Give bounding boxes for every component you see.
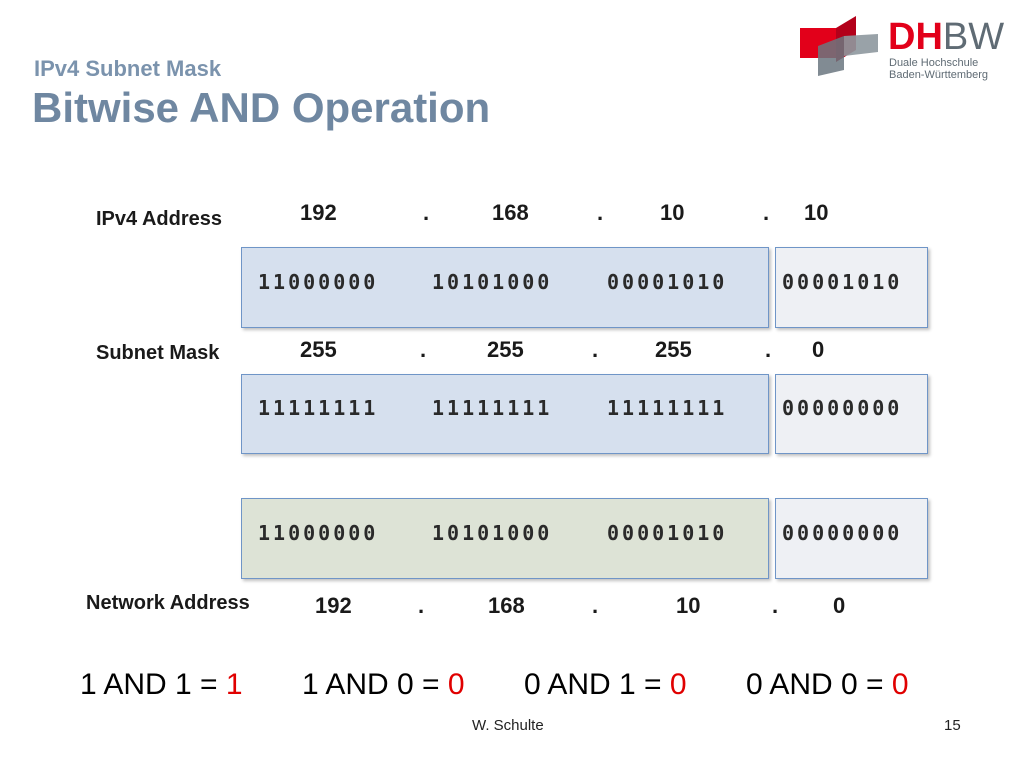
- rule-1-expr: 1 AND 1 =: [80, 668, 226, 701]
- logo-line-2: Baden-Württemberg: [889, 69, 989, 81]
- rule-3-expr: 0 AND 1 =: [524, 668, 670, 701]
- mask-octet-3: 255: [655, 337, 692, 362]
- network-octet-1: 192: [315, 593, 352, 618]
- network-binary-1: 11000000: [258, 521, 379, 545]
- rule-4-expr: 0 AND 0 =: [746, 668, 892, 701]
- ipv4-host-bits-box: [775, 247, 928, 328]
- ipv4-dot-3: .: [763, 200, 770, 225]
- mask-dot-2: .: [592, 337, 599, 362]
- slide-subtitle: IPv4 Subnet Mask: [34, 56, 222, 81]
- mask-host-bits-box: [775, 374, 928, 454]
- logo-dh: DH: [888, 16, 943, 58]
- ipv4-octet-4: 10: [804, 200, 829, 225]
- rule-0-and-0: 0 AND 0 = 0: [746, 668, 909, 702]
- rule-1-and-0: 1 AND 0 = 0: [302, 668, 465, 702]
- subnet-mask-label: Subnet Mask: [96, 342, 220, 364]
- network-host-bits-box: [775, 498, 928, 579]
- ipv4-binary-1: 11000000: [258, 270, 379, 294]
- ipv4-binary-4: 00001010: [782, 270, 903, 294]
- network-bits-box: [241, 498, 769, 579]
- ipv4-octet-3: 10: [660, 200, 685, 225]
- rule-4-result: 0: [891, 668, 909, 701]
- mask-octet-4: 0: [812, 337, 825, 362]
- ipv4-binary-2: 10101000: [432, 270, 553, 294]
- footer-page-number: 15: [944, 717, 961, 734]
- rule-0-and-1: 0 AND 1 = 0: [524, 668, 687, 702]
- mask-binary-4: 00000000: [782, 396, 903, 420]
- ipv4-octet-1: 192: [300, 200, 337, 225]
- network-address-label: Network Address: [86, 592, 250, 614]
- network-octet-3: 10: [676, 593, 701, 618]
- ipv4-dot-2: .: [597, 200, 604, 225]
- ipv4-octet-2: 168: [492, 200, 529, 225]
- dhbw-logo-icon: [800, 16, 878, 76]
- rule-2-expr: 1 AND 0 =: [302, 668, 448, 701]
- mask-network-bits-box: [241, 374, 769, 454]
- mask-octet-1: 255: [300, 337, 337, 362]
- rule-1-result: 1: [225, 668, 243, 701]
- ipv4-network-bits-box: [241, 247, 769, 328]
- ipv4-binary-3: 00001010: [607, 270, 728, 294]
- mask-dot-1: .: [420, 337, 427, 362]
- rule-1-and-1: 1 AND 1 = 1: [80, 668, 243, 702]
- network-binary-3: 00001010: [607, 521, 728, 545]
- footer-author: W. Schulte: [472, 717, 544, 734]
- network-dot-3: .: [772, 593, 779, 618]
- mask-binary-1: 11111111: [258, 396, 379, 420]
- logo-bw: BW: [942, 16, 1005, 58]
- ipv4-dot-1: .: [423, 200, 430, 225]
- logo-wordmark: DHBW: [888, 18, 1004, 56]
- network-octet-4: 0: [833, 593, 846, 618]
- network-binary-4: 00000000: [782, 521, 903, 545]
- network-dot-2: .: [592, 593, 599, 618]
- ipv4-address-label: IPv4 Address: [96, 208, 222, 230]
- mask-octet-2: 255: [487, 337, 524, 362]
- rule-2-result: 0: [447, 668, 465, 701]
- mask-dot-3: .: [765, 337, 772, 362]
- slide-title: Bitwise AND Operation: [32, 84, 491, 131]
- network-binary-2: 10101000: [432, 521, 553, 545]
- mask-binary-2: 11111111: [432, 396, 553, 420]
- network-octet-2: 168: [488, 593, 525, 618]
- network-dot-1: .: [418, 593, 425, 618]
- mask-binary-3: 11111111: [607, 396, 728, 420]
- rule-3-result: 0: [669, 668, 687, 701]
- logo-line-1: Duale Hochschule: [889, 57, 979, 69]
